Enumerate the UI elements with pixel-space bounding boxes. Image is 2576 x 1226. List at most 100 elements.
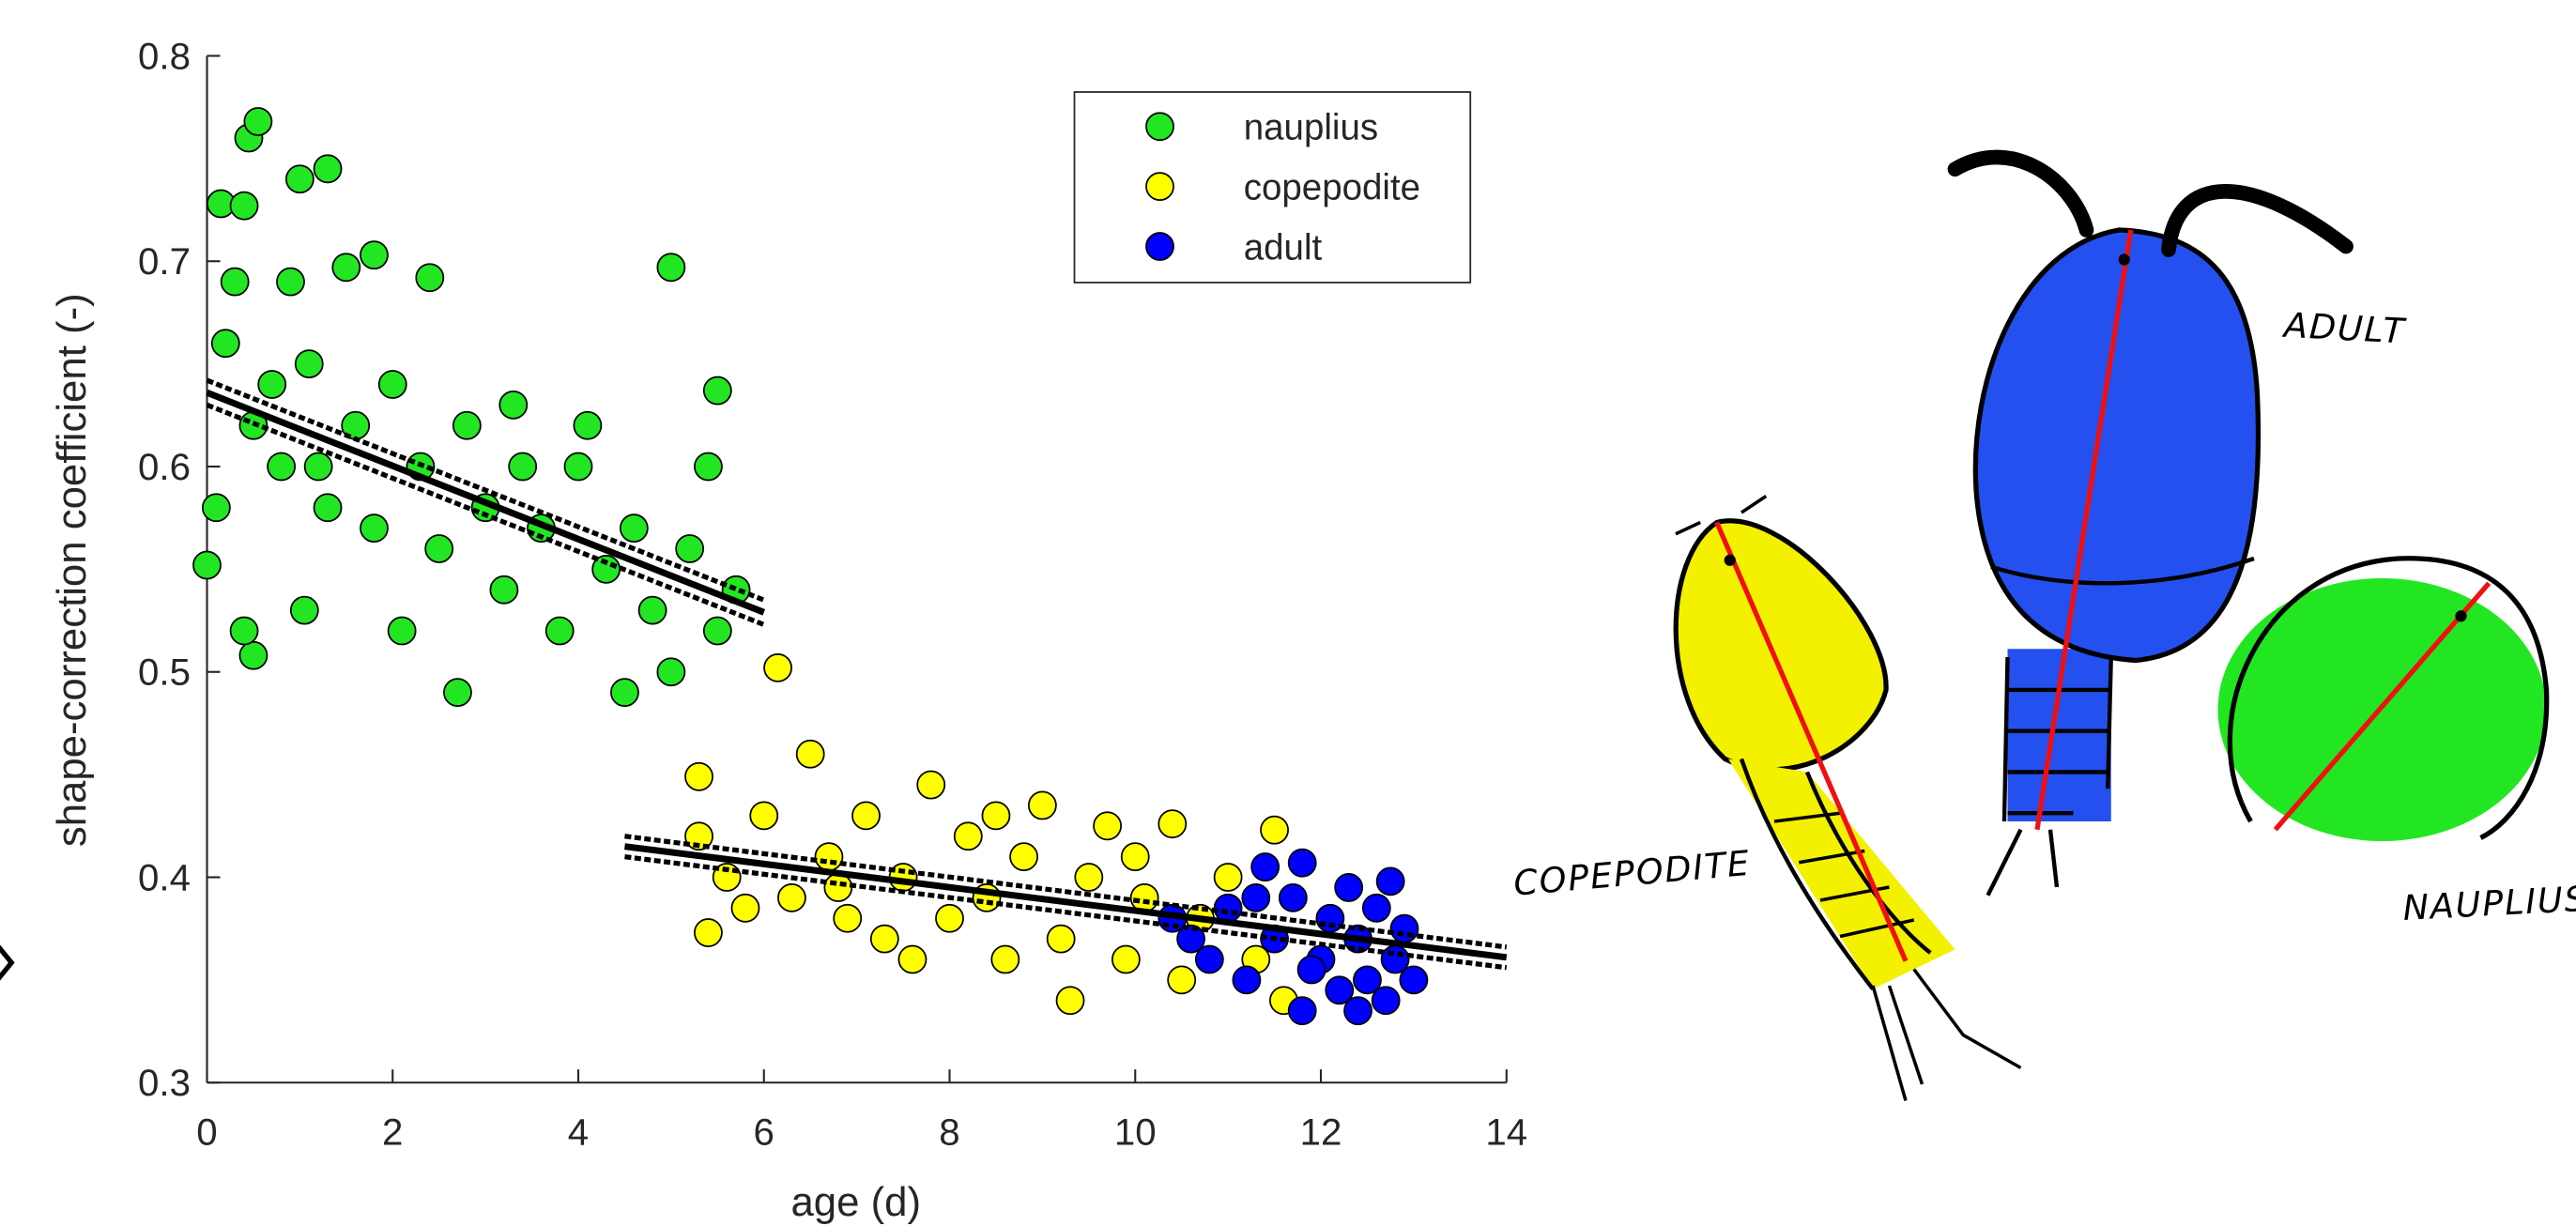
point bbox=[935, 903, 964, 933]
point bbox=[637, 595, 667, 625]
legend-marker bbox=[1145, 172, 1174, 202]
point bbox=[1046, 924, 1076, 954]
legend: nauplius copepodite adult bbox=[1073, 91, 1472, 284]
point bbox=[544, 616, 575, 646]
point bbox=[851, 801, 881, 831]
point bbox=[489, 575, 519, 605]
y-tick-label: 0.7 bbox=[138, 240, 191, 283]
point bbox=[1361, 893, 1391, 923]
x-tick-label: 0 bbox=[196, 1111, 217, 1154]
x-tick-label: 8 bbox=[939, 1111, 959, 1154]
point bbox=[1287, 848, 1317, 878]
point bbox=[243, 107, 273, 136]
point bbox=[833, 903, 863, 933]
point bbox=[1111, 944, 1141, 974]
point bbox=[201, 493, 231, 523]
point bbox=[1176, 924, 1205, 954]
point bbox=[229, 191, 259, 221]
point bbox=[610, 678, 639, 708]
point bbox=[229, 616, 259, 646]
fit-upper-bound bbox=[206, 377, 765, 603]
point bbox=[1343, 996, 1372, 1026]
x-tick-label: 4 bbox=[568, 1111, 589, 1154]
point bbox=[869, 924, 899, 954]
point bbox=[823, 873, 853, 902]
fit-line bbox=[624, 843, 1508, 961]
edge-arrow bbox=[0, 944, 15, 981]
point bbox=[1334, 873, 1364, 902]
adult-body bbox=[1972, 227, 2262, 664]
point bbox=[656, 253, 686, 283]
annotation: ADULT bbox=[2281, 305, 2407, 352]
point bbox=[694, 452, 723, 482]
adult-length bbox=[2034, 229, 2134, 831]
point bbox=[1158, 809, 1188, 839]
copepodite-tail bbox=[1727, 759, 1955, 989]
y-tick-label: 0.8 bbox=[138, 35, 191, 77]
point bbox=[238, 640, 268, 670]
point bbox=[508, 452, 538, 482]
point bbox=[1287, 996, 1317, 1026]
point bbox=[220, 267, 250, 297]
point bbox=[313, 154, 343, 184]
fit-lower-bound bbox=[206, 402, 765, 627]
point bbox=[656, 657, 686, 687]
y-axis-label: shape-correction coefficient (-) bbox=[49, 293, 95, 847]
point bbox=[897, 944, 928, 974]
legend-box bbox=[1073, 91, 1472, 284]
point bbox=[294, 349, 324, 379]
y-tick-label: 0.5 bbox=[138, 651, 191, 694]
fit-line bbox=[206, 389, 766, 616]
fit-upper-bound bbox=[624, 834, 1508, 950]
annotation: COPEPODITE bbox=[1512, 843, 1753, 904]
point bbox=[1009, 842, 1039, 872]
point bbox=[749, 801, 779, 831]
point bbox=[1167, 965, 1197, 995]
point bbox=[360, 240, 389, 270]
copepodite-eye bbox=[1724, 554, 1736, 566]
point bbox=[981, 801, 1011, 831]
point bbox=[1055, 986, 1085, 1016]
point bbox=[377, 370, 407, 399]
adult-eye bbox=[2118, 253, 2130, 266]
point bbox=[990, 944, 1020, 974]
point bbox=[916, 770, 946, 800]
point bbox=[1389, 913, 1419, 943]
legend-label: nauplius bbox=[1244, 108, 1378, 148]
point bbox=[1278, 882, 1308, 912]
point bbox=[1375, 866, 1405, 897]
point bbox=[452, 410, 482, 440]
x-tick-label: 10 bbox=[1114, 1111, 1157, 1154]
point bbox=[1260, 815, 1289, 845]
point bbox=[289, 595, 319, 625]
point bbox=[360, 513, 389, 544]
point bbox=[498, 390, 529, 420]
x-tick-label: 2 bbox=[382, 1111, 403, 1154]
x-tick-label: 12 bbox=[1300, 1111, 1342, 1154]
point bbox=[1371, 986, 1401, 1016]
point bbox=[424, 534, 454, 563]
point bbox=[563, 452, 593, 482]
point bbox=[276, 267, 305, 297]
point bbox=[702, 616, 732, 646]
point bbox=[1074, 863, 1104, 892]
x-axis-label: age (d) bbox=[790, 1179, 921, 1225]
point bbox=[1027, 790, 1057, 820]
point bbox=[415, 263, 445, 293]
point bbox=[1296, 955, 1326, 985]
point bbox=[953, 821, 983, 851]
point bbox=[795, 739, 825, 769]
x-tick-label: 6 bbox=[754, 1111, 774, 1154]
nauplius-eye bbox=[2455, 610, 2467, 622]
legend-marker bbox=[1145, 232, 1174, 261]
point bbox=[684, 821, 713, 851]
y-tick-label: 0.6 bbox=[138, 446, 191, 488]
illustration: ADULT COPEPODITE NAUPLIUS bbox=[1512, 149, 2576, 1101]
point bbox=[1213, 893, 1243, 923]
point bbox=[1232, 965, 1262, 995]
point bbox=[192, 550, 222, 580]
point bbox=[1250, 852, 1280, 881]
fit-lower-bound bbox=[624, 854, 1508, 971]
point bbox=[1120, 842, 1150, 872]
